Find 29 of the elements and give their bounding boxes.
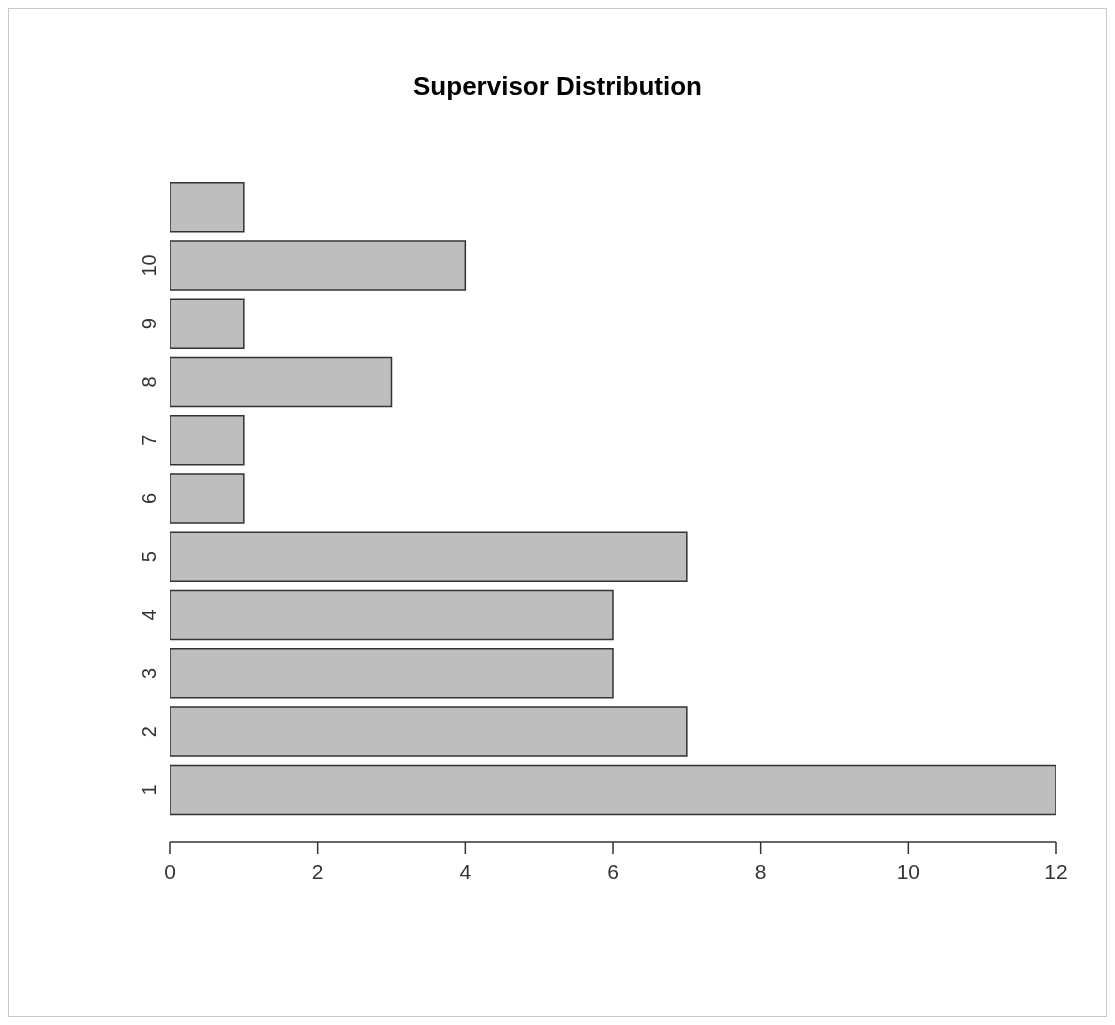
y-tick-label: 10 [138,254,160,277]
chart-title: Supervisor Distribution [412,71,703,102]
x-tick-label: 12 [1044,859,1068,883]
y-tick-label: 1 [138,784,160,796]
y-tick-label: 4 [138,609,160,621]
bar [170,473,245,524]
y-tick-label: 8 [138,376,160,388]
bar [170,764,1056,816]
bar [170,706,688,757]
bar [170,240,467,291]
bar [170,531,688,583]
bar [170,181,245,233]
x-tick-label: 8 [754,859,767,883]
y-tick-label: 3 [138,667,160,679]
x-tick-label: 6 [607,859,619,883]
bar [170,648,614,699]
x-tick-label: 0 [164,859,176,883]
x-tick-label: 4 [459,859,472,883]
x-tick-label: 2 [311,859,324,883]
y-tick-label: 9 [138,318,160,330]
y-tick-label: 2 [138,726,160,738]
bar [170,356,393,408]
y-tick-label: 5 [138,551,160,563]
y-tick-label: 6 [138,492,160,505]
y-tick-label: 7 [138,434,160,446]
bar [170,298,245,349]
bar [170,589,614,641]
bar [170,415,245,466]
x-tick-label: 10 [896,859,921,883]
